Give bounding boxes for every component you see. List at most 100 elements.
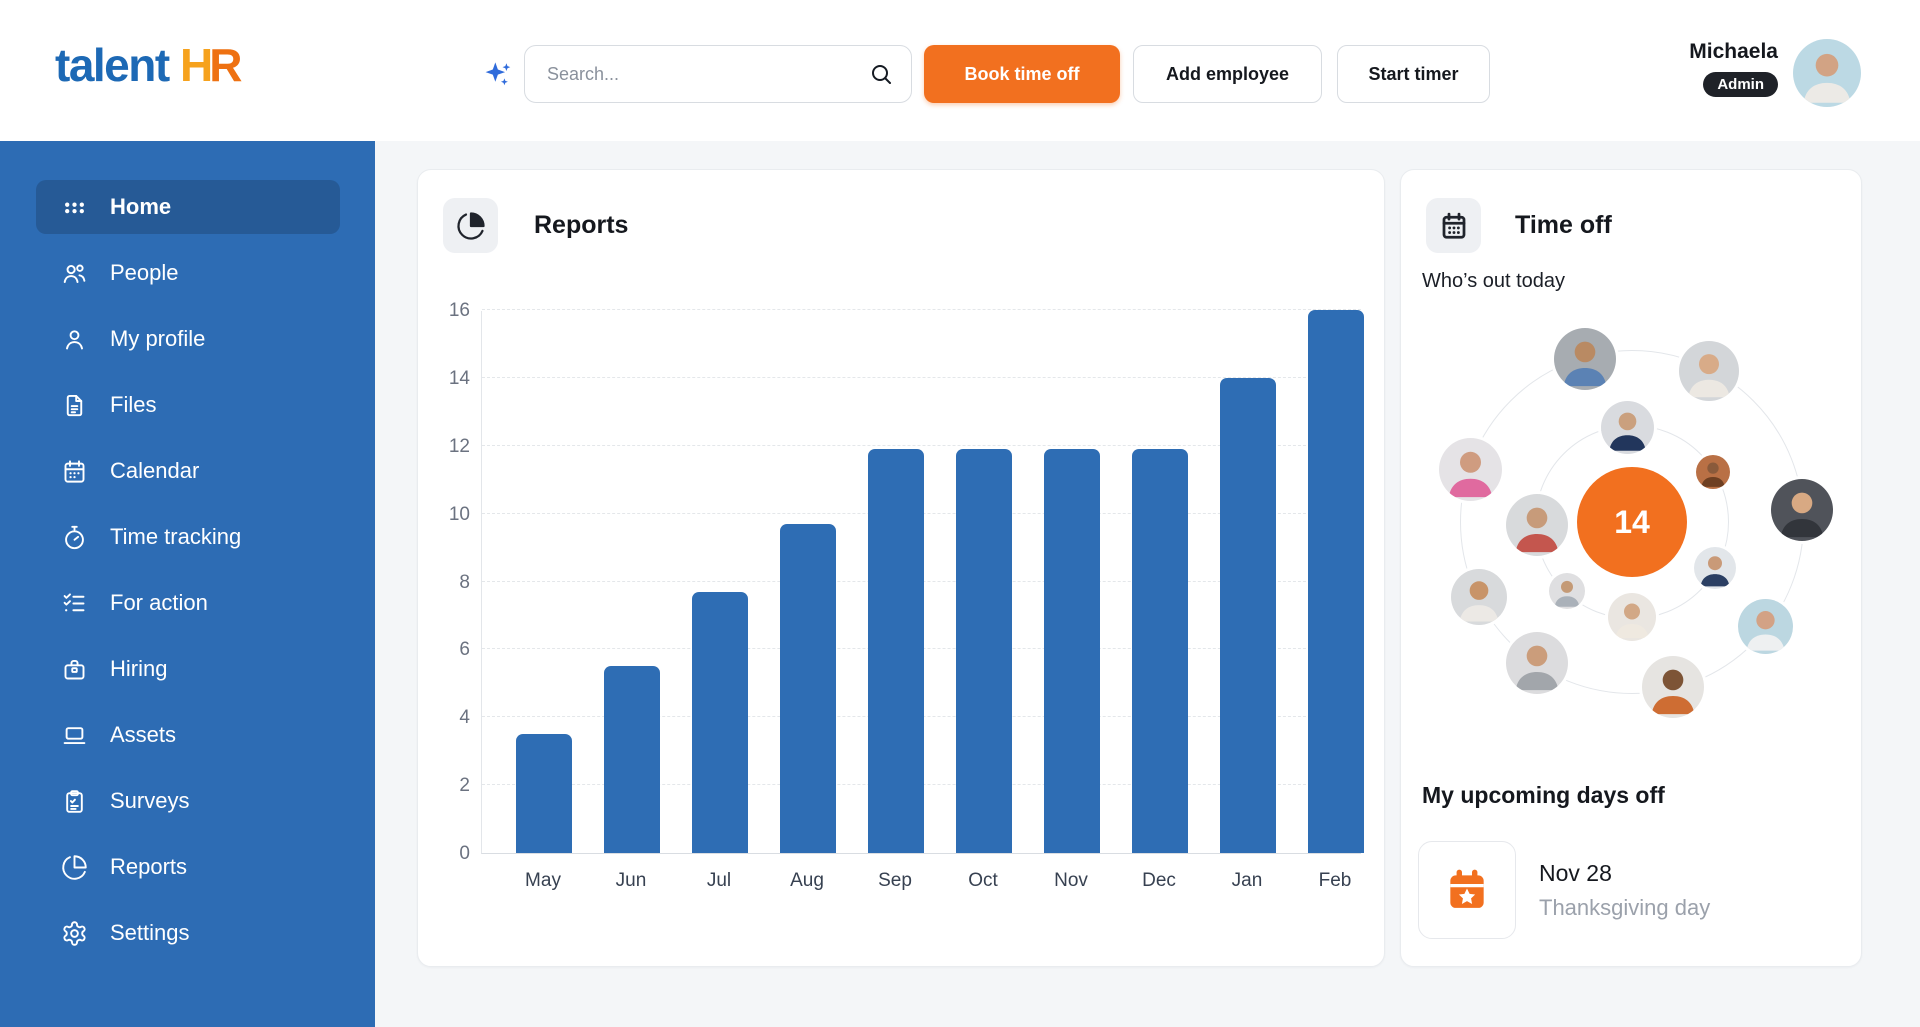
out-today-avatar[interactable]: [1694, 547, 1737, 590]
out-today-avatar[interactable]: [1642, 655, 1705, 718]
gridline: [482, 376, 1361, 378]
sidebar-item-label: Calendar: [110, 458, 200, 483]
user-icon: [60, 325, 88, 353]
bar-dec: [1132, 449, 1188, 853]
x-axis-tick-label: Sep: [878, 870, 912, 891]
out-today-avatar[interactable]: [1600, 400, 1654, 454]
out-today-avatar[interactable]: [1679, 340, 1740, 401]
sidebar-item-for-action[interactable]: For action: [36, 576, 340, 630]
out-today-avatar[interactable]: [1738, 599, 1794, 655]
gear-icon: [60, 919, 88, 947]
sidebar-item-label: Time tracking: [110, 524, 242, 549]
reports-card-title: Reports: [534, 211, 629, 239]
y-axis-tick-label: 2: [459, 775, 470, 797]
bar-feb: [1308, 310, 1364, 853]
bar-may: [516, 734, 572, 853]
gridline: [482, 444, 1361, 446]
reports-card-header: Reports: [443, 198, 628, 253]
sidebar-item-home[interactable]: Home: [36, 180, 340, 234]
out-today-avatar[interactable]: [1695, 454, 1730, 489]
search-input[interactable]: [547, 63, 869, 85]
x-axis-tick-label: Nov: [1054, 870, 1088, 891]
user-info: Michaela Admin: [1620, 39, 1778, 98]
sidebar-item-label: Home: [110, 194, 172, 219]
sidebar-item-label: Hiring: [110, 656, 168, 681]
out-today-avatar[interactable]: [1505, 631, 1568, 694]
day-off-calendar-star-icon: [1418, 841, 1516, 939]
out-today-avatar[interactable]: [1451, 568, 1508, 625]
sidebar-item-my-profile[interactable]: My profile: [36, 312, 340, 366]
x-axis-tick-label: Dec: [1142, 870, 1176, 891]
day-off-date: Nov 28: [1539, 859, 1612, 886]
add-employee-button[interactable]: Add employee: [1133, 45, 1322, 103]
sidebar-item-assets[interactable]: Assets: [36, 708, 340, 762]
x-axis-tick-label: May: [525, 870, 561, 891]
whos-out-today-label: Who’s out today: [1422, 270, 1566, 292]
calendar-icon: [1426, 198, 1481, 253]
day-off-label: Thanksgiving day: [1539, 894, 1711, 920]
out-today-avatar[interactable]: [1770, 479, 1833, 542]
time-off-card-header: Time off: [1426, 198, 1612, 253]
out-today-avatar[interactable]: [1506, 494, 1569, 557]
sidebar-item-files[interactable]: Files: [36, 378, 340, 432]
calendar-icon: [60, 457, 88, 485]
sidebar-item-hiring[interactable]: Hiring: [36, 642, 340, 696]
user-avatar[interactable]: [1793, 39, 1861, 107]
laptop-icon: [60, 721, 88, 749]
bar-sep: [868, 449, 924, 853]
file-icon: [60, 391, 88, 419]
out-today-avatar[interactable]: [1438, 437, 1502, 501]
sidebar-nav: Home People My profile Files Calendar Time tr…: [0, 180, 375, 960]
search-icon[interactable]: [869, 62, 893, 86]
sidebar-item-label: My profile: [110, 326, 206, 351]
app-logo[interactable]: talent HR: [55, 38, 242, 92]
upcoming-days-off-title: My upcoming days off: [1422, 782, 1665, 808]
user-name: Michaela: [1689, 40, 1778, 63]
sidebar-item-label: Surveys: [110, 788, 190, 813]
x-axis-tick-label: Jun: [615, 870, 647, 891]
bar-jun: [604, 666, 660, 853]
out-today-avatar[interactable]: [1554, 327, 1617, 390]
bar-jul: [692, 591, 748, 853]
out-today-count: 14: [1577, 467, 1687, 577]
out-today-avatar[interactable]: [1608, 593, 1656, 641]
bar-nov: [1044, 449, 1100, 853]
time-off-card-title: Time off: [1515, 211, 1612, 239]
sidebar-item-label: People: [110, 260, 179, 285]
day-off-item[interactable]: Nov 28 Thanksgiving day: [1418, 841, 1710, 939]
pie-chart-icon: [443, 198, 498, 253]
sidebar-item-calendar[interactable]: Calendar: [36, 444, 340, 498]
sidebar-item-settings[interactable]: Settings: [36, 906, 340, 960]
book-time-off-button[interactable]: Book time off: [924, 45, 1120, 103]
sidebar-item-label: For action: [110, 590, 208, 615]
ai-sparkles-icon[interactable]: [482, 59, 514, 91]
sidebar-item-label: Files: [110, 392, 157, 417]
bar-chart-plot: [481, 309, 1364, 854]
sidebar: Home People My profile Files Calendar Time tr…: [0, 141, 375, 1027]
logo-text-r: R: [209, 39, 242, 91]
start-timer-button[interactable]: Start timer: [1337, 45, 1490, 103]
list-checks-icon: [60, 589, 88, 617]
x-axis-tick-label: Aug: [790, 870, 824, 891]
clipboard-icon: [60, 787, 88, 815]
x-axis-tick-label: Jul: [706, 870, 732, 891]
y-axis-tick-label: 14: [448, 367, 470, 389]
x-axis-tick-label: Jan: [1231, 870, 1263, 891]
sidebar-item-label: Settings: [110, 920, 190, 945]
sidebar-item-reports[interactable]: Reports: [36, 840, 340, 894]
bar-aug: [780, 523, 836, 853]
out-today-avatar[interactable]: [1549, 573, 1586, 610]
reports-card: Reports 0 2 4 6 8 10 12 14 16 May Jun Jul Aug Sep Oct N…: [417, 169, 1385, 967]
sidebar-item-time-tracking[interactable]: Time tracking: [36, 510, 340, 564]
grid-dots-icon: [60, 193, 88, 221]
y-axis-tick-label: 16: [448, 300, 470, 321]
pie-chart-icon: [60, 853, 88, 881]
sidebar-item-surveys[interactable]: Surveys: [36, 774, 340, 828]
y-axis-tick-label: 10: [448, 503, 470, 525]
users-icon: [60, 259, 88, 287]
gridline: [482, 309, 1361, 310]
sidebar-item-people[interactable]: People: [36, 246, 340, 300]
bar-jan: [1220, 377, 1276, 853]
timer-icon: [60, 523, 88, 551]
sidebar-item-label: Assets: [110, 722, 177, 747]
